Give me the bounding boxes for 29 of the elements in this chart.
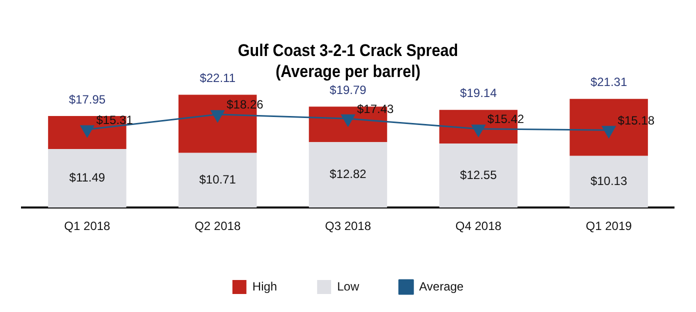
bar (178, 152, 257, 208)
data-label: $11.49 (69, 170, 106, 185)
total-label: $17.95 (68, 92, 106, 106)
data-label: $10.13 (590, 174, 628, 188)
data-label: $12.82 (330, 167, 367, 182)
bar (308, 142, 388, 208)
legend-label: Average (419, 279, 464, 294)
x-tick-label: Q1 2018 (64, 219, 111, 234)
x-tick-label: Q4 2018 (455, 219, 502, 234)
point (80, 125, 94, 138)
point (472, 124, 486, 137)
legend-label: Low (337, 279, 360, 294)
text: Gulf Coast 3-2-1 Crack Spread (Average per barrel) (238, 41, 458, 81)
point (602, 126, 616, 138)
total-label: $19.79 (330, 82, 367, 97)
point (210, 110, 224, 122)
x-tick-label: Q3 2018 (324, 219, 372, 234)
total-label: $21.31 (590, 75, 628, 90)
bar (570, 156, 648, 208)
total-label: $22.11 (200, 71, 236, 86)
x-tick-label: Q2 2018 (194, 219, 241, 234)
total-label: $19.14 (460, 86, 498, 100)
bar (48, 148, 126, 208)
x-tick-label: Q1 2019 (586, 219, 632, 234)
bar (439, 144, 518, 208)
data-label: $10.71 (199, 172, 236, 187)
legend-label: High (252, 279, 278, 294)
point (341, 114, 355, 126)
data-label: $12.55 (460, 168, 498, 182)
